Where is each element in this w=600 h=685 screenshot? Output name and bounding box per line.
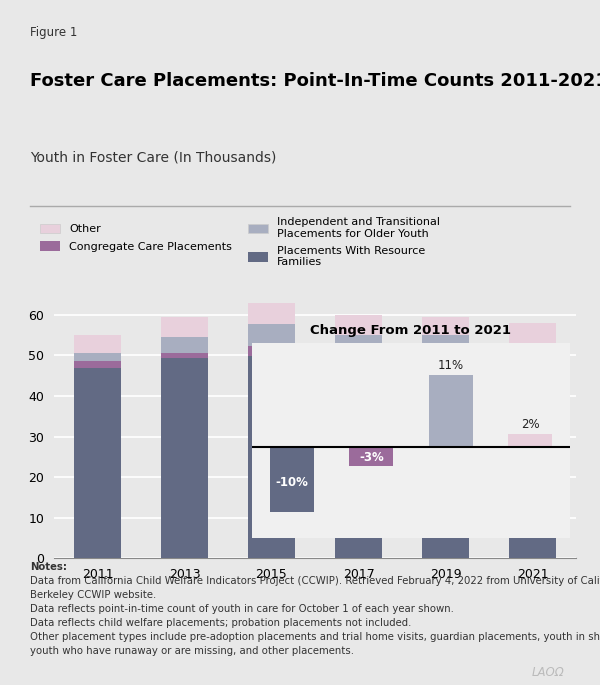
Bar — [161, 317, 208, 337]
Bar — [74, 368, 121, 558]
Bar — [74, 353, 121, 362]
Bar — [422, 374, 469, 558]
Bar — [509, 343, 556, 374]
Bar — [422, 364, 469, 374]
Text: LAOΩ: LAOΩ — [532, 667, 565, 680]
Text: 2%: 2% — [521, 418, 539, 431]
Bar — [509, 374, 556, 379]
Bar — [161, 358, 208, 558]
Text: -3%: -3% — [359, 451, 383, 464]
Text: Notes:: Notes: — [30, 562, 67, 572]
Bar — [335, 315, 382, 335]
Text: Berkeley CCWIP website.: Berkeley CCWIP website. — [30, 590, 156, 600]
Bar — [335, 374, 382, 558]
Text: Other placement types include pre-adoption placements and trial home visits, gua: Other placement types include pre-adopti… — [30, 632, 600, 643]
Bar — [508, 434, 552, 447]
Bar — [270, 447, 314, 512]
Bar — [161, 337, 208, 353]
Text: Data reflects child welfare placements; probation placements not included.: Data reflects child welfare placements; … — [30, 618, 412, 628]
Bar — [248, 303, 295, 324]
Bar — [248, 346, 295, 356]
Bar — [422, 335, 469, 364]
Bar — [248, 324, 295, 346]
Bar — [74, 362, 121, 368]
Bar — [335, 335, 382, 366]
Bar — [422, 317, 469, 335]
Text: Youth in Foster Care (In Thousands): Youth in Foster Care (In Thousands) — [30, 150, 277, 164]
Bar — [349, 447, 393, 466]
Text: 11%: 11% — [437, 360, 464, 373]
Bar — [509, 379, 556, 558]
Bar — [248, 356, 295, 558]
Bar — [335, 366, 382, 374]
Text: Data reflects point-in-time count of youth in care for October 1 of each year sh: Data reflects point-in-time count of you… — [30, 604, 454, 614]
Bar — [509, 323, 556, 343]
Text: Foster Care Placements: Point-In-Time Counts 2011-2021: Foster Care Placements: Point-In-Time Co… — [30, 73, 600, 90]
Bar — [161, 353, 208, 358]
Title: Change From 2011 to 2021: Change From 2011 to 2021 — [311, 324, 511, 337]
Text: Figure 1: Figure 1 — [30, 26, 77, 39]
Text: -10%: -10% — [275, 476, 308, 489]
Legend: Other, Congregate Care Placements, Independent and Transitional
Placements for O: Other, Congregate Care Placements, Indep… — [35, 213, 445, 272]
Bar — [429, 375, 473, 447]
Bar — [74, 335, 121, 353]
Text: youth who have runaway or are missing, and other placements.: youth who have runaway or are missing, a… — [30, 647, 354, 656]
Text: Data from California Child Welfare Indicators Project (CCWIP). Retrieved Februar: Data from California Child Welfare Indic… — [30, 576, 600, 586]
